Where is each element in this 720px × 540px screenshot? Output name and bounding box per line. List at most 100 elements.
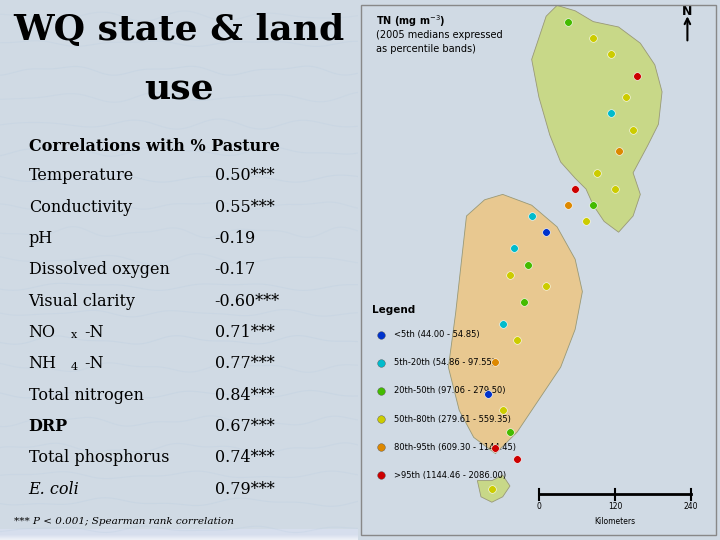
Text: -N: -N (84, 324, 104, 341)
Bar (0, 530, 358, 536)
Text: NO: NO (29, 324, 55, 341)
Text: *** P < 0.001; Spearman rank correlation: *** P < 0.001; Spearman rank correlation (14, 517, 234, 526)
Text: Total nitrogen: Total nitrogen (29, 387, 143, 403)
Text: -0.60***: -0.60*** (215, 293, 280, 309)
Bar (0, 532, 358, 538)
Bar (0, 532, 358, 538)
Bar (0, 534, 358, 539)
Bar (0, 533, 358, 538)
Bar (0, 530, 358, 536)
Bar (0, 531, 358, 537)
Bar (0, 533, 358, 538)
Bar (0, 532, 358, 538)
Bar (0, 531, 358, 537)
Bar (0, 532, 358, 537)
Text: -0.17: -0.17 (215, 261, 256, 278)
Bar (0, 534, 358, 539)
Bar (0, 532, 358, 537)
Bar (0, 532, 358, 537)
Text: 0.50***: 0.50*** (215, 167, 274, 184)
Bar (0, 532, 358, 538)
Polygon shape (449, 194, 582, 454)
Text: 240: 240 (684, 502, 698, 511)
Bar (0, 531, 358, 536)
Text: Kilometers: Kilometers (595, 517, 636, 526)
Text: 80th-95th (609.30 - 1144.45): 80th-95th (609.30 - 1144.45) (394, 443, 516, 451)
Bar (0, 534, 358, 539)
Bar (0, 531, 358, 537)
Bar (0, 534, 358, 539)
Bar (0, 532, 358, 538)
Bar (0, 529, 358, 535)
Bar (0, 531, 358, 537)
Bar (0, 530, 358, 535)
Text: (2005 medians expressed: (2005 medians expressed (376, 30, 503, 40)
Bar (0, 533, 358, 538)
Bar (0, 530, 358, 535)
Text: -N: -N (84, 355, 104, 372)
Bar (0, 532, 358, 537)
Text: 20th-50th (97.06 - 279.50): 20th-50th (97.06 - 279.50) (394, 387, 505, 395)
Text: >95th (1144.46 - 2086.00): >95th (1144.46 - 2086.00) (394, 471, 506, 480)
Bar (0, 532, 358, 538)
Bar (0, 530, 358, 536)
Bar (0, 534, 358, 539)
Text: Dissolved oxygen: Dissolved oxygen (29, 261, 169, 278)
Text: 4: 4 (71, 362, 78, 372)
Bar (0, 530, 358, 536)
Bar (0, 530, 358, 536)
Bar (0, 530, 358, 535)
Bar (0, 532, 358, 538)
Bar (0, 529, 358, 535)
Bar (0, 534, 358, 539)
Text: DRP: DRP (29, 418, 68, 435)
Bar (0, 532, 358, 537)
Text: 0.74***: 0.74*** (215, 449, 274, 466)
Text: 0.55***: 0.55*** (215, 199, 274, 215)
Bar (0, 530, 358, 536)
Bar (0, 530, 358, 536)
Bar (0, 530, 358, 535)
Bar (0, 534, 358, 539)
Bar (0, 534, 358, 539)
Bar (0, 533, 358, 538)
Bar (0, 530, 358, 535)
Bar (0, 531, 358, 536)
Bar (0, 531, 358, 536)
Bar (0, 533, 358, 538)
Bar (0, 535, 358, 540)
Text: 0.67***: 0.67*** (215, 418, 274, 435)
Bar (0, 534, 358, 539)
Bar (0, 532, 358, 537)
Bar (0, 534, 358, 539)
Bar (0, 529, 358, 535)
Bar (0, 533, 358, 538)
Bar (0, 531, 358, 537)
Bar (0, 534, 358, 539)
Bar (0, 529, 358, 535)
Bar (0, 530, 358, 536)
Text: -0.19: -0.19 (215, 230, 256, 247)
Text: use: use (144, 73, 214, 107)
Bar (0, 530, 358, 536)
Polygon shape (531, 5, 662, 232)
Polygon shape (477, 475, 510, 502)
Bar (0, 531, 358, 536)
Bar (0, 531, 358, 537)
Bar (0, 534, 358, 539)
Bar (0, 532, 358, 537)
Bar (0, 532, 358, 538)
Bar (0, 532, 358, 538)
Bar (0, 535, 358, 540)
Bar (0, 532, 358, 538)
Bar (0, 531, 358, 537)
Text: <5th (44.00 - 54.85): <5th (44.00 - 54.85) (394, 330, 480, 339)
Text: 120: 120 (608, 502, 622, 511)
Bar (0, 531, 358, 536)
Bar (0, 529, 358, 535)
Bar (0, 534, 358, 539)
Bar (0, 535, 358, 540)
Bar (0, 534, 358, 539)
Text: Legend: Legend (372, 305, 415, 315)
Text: 0: 0 (536, 502, 541, 511)
